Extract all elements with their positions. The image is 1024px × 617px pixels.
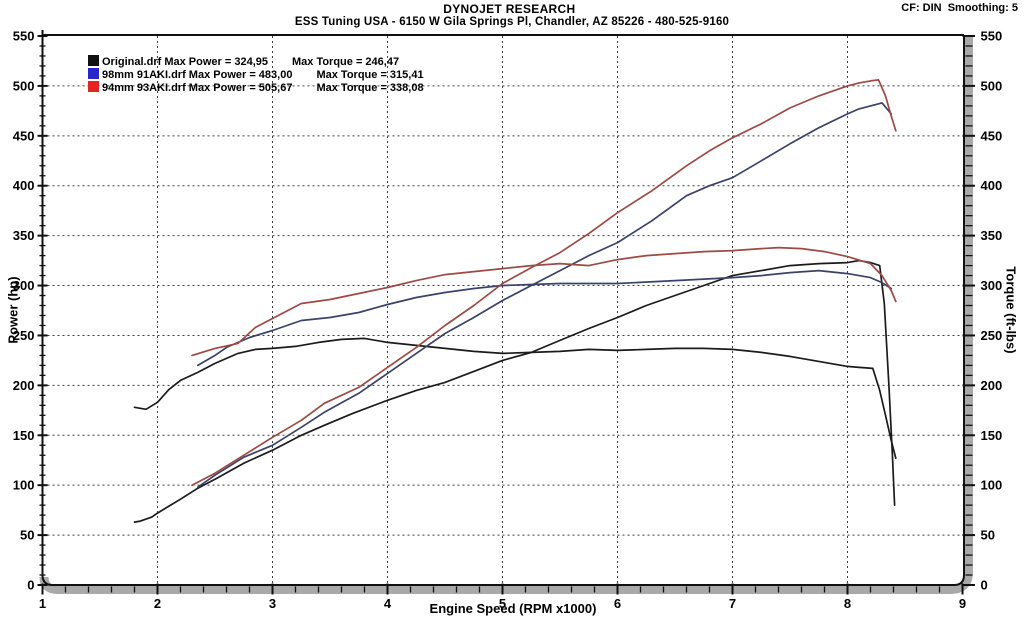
y-tick-label-left: 350 [13,228,35,243]
y-tick-label-right: 550 [981,29,1003,44]
legend-file-and-power-label: Original.drf Max Power = 324,95 [102,56,268,68]
y-tick-label-left: 550 [13,29,35,44]
y-tick-label-left: 50 [20,528,34,543]
y-tick-label-right: 400 [981,178,1003,193]
y-tick-label-right: 50 [981,528,995,543]
legend-torque-label: Max Torque = 338,08 [316,82,424,94]
y-tick-label-right: 100 [981,478,1003,493]
legend-torque-label: Max Torque = 246,47 [291,56,400,68]
curve-original-power [133,259,896,523]
y-tick-label-left: 500 [13,78,35,93]
y-tick-label-left: 150 [13,428,35,443]
curve-94mm-93aki-torque [191,246,897,357]
y-tick-label-left: 200 [13,378,35,393]
y-tick-label-left: 400 [13,178,35,193]
legend-item-94mm-93aki: 94mm 93AKI.drf Max Power = 505,67 Max Tor… [88,81,424,94]
legend-color-swatch-icon [88,55,99,66]
axis-bar [39,36,973,594]
legend: Original.drf Max Power = 324,95 Max Torqu… [88,55,424,94]
y-tick-label-right: 200 [981,378,1003,393]
legend-color-swatch-icon [88,81,99,92]
correction-smoothing-info: CF: DIN Smoothing: 5 [901,2,1018,14]
y-tick-label-left: 250 [13,328,35,343]
y-tick-label-right: 0 [981,578,988,593]
x-tick-label: 9 [959,596,966,611]
y-tick-label-left: 450 [13,128,35,143]
y-tick-label-right: 300 [981,278,1003,293]
chart-title: DYNOJET RESEARCH [443,2,576,16]
y-tick-label-right: 500 [981,78,1003,93]
curve-original-torque [133,337,897,460]
right-axis-title: Torque (ft-lbs) [1003,266,1019,354]
y-tick-label-right: 150 [981,428,1003,443]
x-axis-title: Engine Speed (RPM x1000) [429,601,597,616]
y-tick-label-right: 350 [981,228,1003,243]
legend-file-and-power-label: 98mm 91AKI.drf Max Power = 483,00 [102,69,293,81]
legend-file-and-power-label: 94mm 93AKI.drf Max Power = 505,67 [102,82,293,94]
curve-94mm-93aki-power [191,79,897,487]
x-tick-label: 3 [269,596,276,611]
legend-torque-label: Max Torque = 315,41 [316,69,424,81]
x-tick-label: 8 [844,596,851,611]
legend-item-98mm-91aki: 98mm 91AKI.drf Max Power = 483,00 Max Tor… [88,68,424,81]
x-tick-label: 5 [499,596,506,611]
x-tick-label: 6 [614,596,621,611]
y-tick-label-left: 0 [27,578,34,593]
legend-color-swatch-icon [88,68,99,79]
y-tick-label-left: 100 [13,478,35,493]
curve-98mm-91aki-power [196,102,893,489]
y-tick-label-right: 250 [981,328,1003,343]
curve-98mm-91aki-torque [196,269,893,367]
left-axis-title: Power (hp) [5,276,21,344]
y-tick-label-left: 300 [13,278,35,293]
x-tick-label: 7 [729,596,736,611]
x-tick-label: 4 [384,596,392,611]
y-tick-label-right: 450 [981,128,1003,143]
x-tick-label: 1 [39,596,46,611]
plot-axis-frame [41,30,965,586]
chart-subtitle: ESS Tuning USA - 6150 W Gila Springs Pl,… [294,16,730,28]
x-tick-label: 2 [154,596,161,611]
legend-item-original: Original.drf Max Power = 324,95 Max Torqu… [88,55,424,68]
